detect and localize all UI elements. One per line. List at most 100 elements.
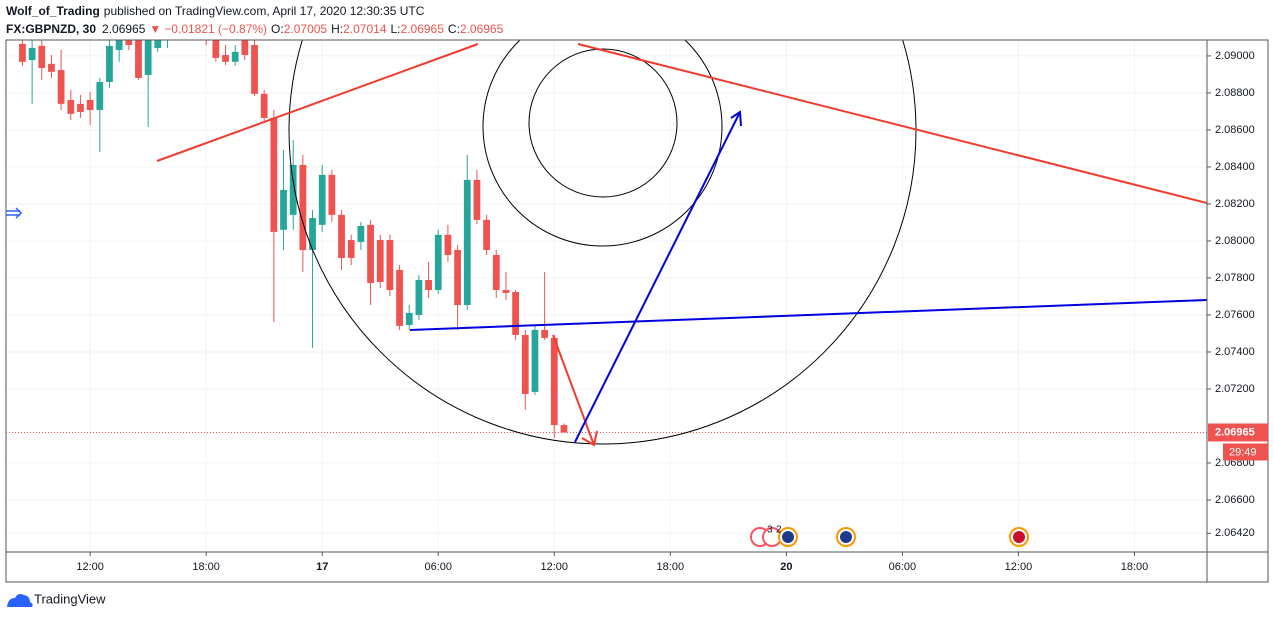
- candle-body: [512, 292, 519, 335]
- candle-body: [541, 329, 548, 338]
- y-tick-label: 2.07800: [1215, 272, 1255, 284]
- countdown-box: [1223, 443, 1268, 461]
- ohlc-value: 2.07014: [343, 22, 387, 36]
- brand-logo: [7, 594, 33, 607]
- ohlc-value: 2.06965: [401, 22, 445, 36]
- arrow-head: [581, 430, 598, 447]
- candle-body: [96, 82, 104, 110]
- y-tick-label: 2.07600: [1215, 309, 1255, 321]
- ohlc-label: C:: [448, 22, 460, 36]
- x-tick-label: 18:00: [657, 561, 685, 573]
- y-tick-label: 2.08600: [1215, 124, 1255, 136]
- candle-body: [28, 47, 36, 60]
- candle-body: [280, 189, 287, 230]
- y-tick-label: 2.07400: [1215, 346, 1255, 358]
- symbol: FX:GBPNZD, 30: [6, 22, 96, 36]
- arrow-head: [730, 110, 742, 127]
- candle-body: [415, 279, 423, 315]
- arrow: [574, 111, 741, 443]
- x-tick-label: 06:00: [424, 561, 452, 573]
- candle-body: [318, 174, 326, 225]
- events: [750, 527, 1029, 547]
- candle-body: [483, 219, 490, 251]
- trend-line: [156, 43, 479, 162]
- candle-body: [338, 214, 345, 258]
- candle-body: [144, 40, 152, 75]
- arrow: [552, 334, 595, 446]
- candle-body: [115, 40, 123, 50]
- y-tick-label: 2.08800: [1215, 87, 1255, 99]
- brand: TradingView: [34, 591, 106, 606]
- y-tick-label: 2.09000: [1215, 50, 1255, 62]
- y-tick-label: 2.06600: [1215, 494, 1255, 506]
- candle-body: [347, 240, 355, 258]
- ohlc-value: 2.07005: [284, 22, 328, 36]
- x-tick-label: 17: [316, 561, 328, 573]
- x-tick-label: 12:00: [541, 561, 569, 573]
- circle: [288, 40, 917, 445]
- ohlc-label: L:: [391, 22, 401, 36]
- candle-body: [260, 93, 268, 118]
- candle-body: [357, 225, 365, 242]
- candle-body: [57, 69, 65, 104]
- x-tick-label: 12:00: [76, 561, 104, 573]
- candle-body: [434, 234, 442, 290]
- candle-body: [328, 174, 336, 215]
- y-tick-label: 2.08000: [1215, 235, 1255, 247]
- candle-body: [463, 179, 471, 305]
- candle-body: [241, 40, 249, 55]
- candles: [6, 40, 1207, 439]
- x-tick-label: 06:00: [889, 561, 917, 573]
- last-price-label: 2.06965: [1215, 426, 1255, 438]
- grid: [6, 40, 1207, 552]
- candle-body: [106, 45, 113, 83]
- candle-body: [492, 255, 500, 290]
- ohlc-label: H:: [331, 22, 343, 36]
- trend-line: [577, 43, 1207, 204]
- candle-body: [386, 240, 394, 290]
- candle-body: [444, 234, 452, 256]
- change: −0.01821 (−0.87%): [164, 22, 267, 36]
- candle-body: [231, 51, 239, 62]
- candle-body: [48, 63, 55, 72]
- last-price-box: [1208, 423, 1268, 442]
- scroll-marker: [6, 207, 23, 219]
- published: published on TradingView.com, April 17, …: [104, 4, 425, 18]
- candle-body: [502, 289, 510, 293]
- candle-body: [212, 40, 220, 58]
- y-tick-label: 2.08400: [1215, 161, 1255, 173]
- header-line: Wolf_of_Trading published on TradingView.…: [6, 4, 425, 18]
- author: Wolf_of_Trading: [6, 4, 100, 18]
- frame: [5, 39, 1269, 583]
- circle: [528, 48, 678, 198]
- x-tick-label: 18:00: [192, 561, 220, 573]
- candle-body: [289, 164, 297, 215]
- candle-body: [19, 43, 26, 62]
- candle-body: [154, 40, 162, 48]
- candle-body: [396, 270, 403, 326]
- candle-body: [560, 425, 568, 433]
- candle-body: [270, 117, 278, 232]
- x-tick-label: 18:00: [1121, 561, 1149, 573]
- candle-body: [125, 40, 133, 45]
- candle-body: [67, 99, 75, 114]
- trend-line: [409, 299, 1207, 331]
- countdown: 29:49: [1229, 446, 1257, 458]
- ohlc-label: O:: [271, 22, 284, 36]
- candle-body: [376, 240, 384, 283]
- candle-body: [309, 218, 316, 251]
- y-tick-label: 2.08200: [1215, 198, 1255, 210]
- ohlc-value: 2.06965: [460, 22, 504, 36]
- direction: ▼: [149, 22, 161, 36]
- axes: 2.09000 2.08800 2.08600 2.08400 2.08200 2.080…: [5, 39, 1269, 583]
- candle-body: [299, 164, 307, 251]
- candle-body: [38, 45, 46, 68]
- x-tick-label: 12:00: [1005, 561, 1033, 573]
- candle-body: [222, 54, 229, 62]
- last-price: 2.06965: [102, 22, 146, 36]
- candle-body: [454, 250, 461, 305]
- y-tick-label: 2.06420: [1215, 527, 1255, 539]
- x-tick-label: 20: [780, 561, 792, 573]
